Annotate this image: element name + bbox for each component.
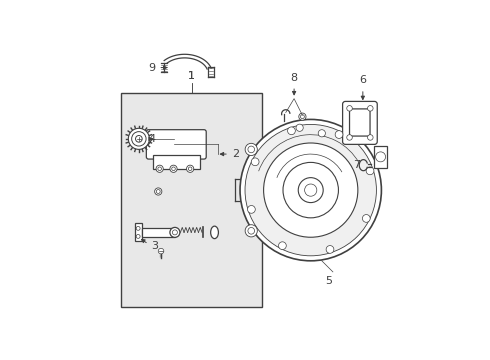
Circle shape (128, 128, 149, 149)
Circle shape (136, 226, 140, 230)
Circle shape (347, 135, 352, 140)
Circle shape (248, 146, 255, 153)
Circle shape (158, 248, 164, 254)
Circle shape (296, 124, 303, 131)
Bar (135, 223, 142, 242)
Ellipse shape (211, 226, 219, 239)
Circle shape (172, 167, 175, 171)
Text: 6: 6 (359, 75, 367, 85)
Circle shape (300, 115, 304, 118)
Circle shape (136, 234, 140, 238)
Text: 8: 8 (291, 73, 297, 82)
Circle shape (326, 246, 334, 253)
Bar (121, 93, 262, 307)
Circle shape (376, 152, 386, 162)
Circle shape (251, 158, 259, 166)
Circle shape (132, 132, 146, 146)
Bar (153, 156, 200, 169)
Circle shape (240, 120, 381, 261)
Circle shape (136, 135, 142, 142)
Circle shape (245, 225, 257, 237)
Circle shape (188, 167, 192, 171)
Circle shape (283, 162, 339, 218)
Circle shape (170, 165, 177, 172)
Circle shape (245, 125, 376, 256)
Text: 5: 5 (325, 276, 332, 286)
Text: 2: 2 (232, 149, 239, 159)
Bar (374, 146, 387, 168)
Circle shape (247, 206, 255, 213)
Circle shape (366, 167, 374, 175)
Text: 7: 7 (353, 160, 361, 170)
FancyBboxPatch shape (147, 130, 206, 159)
Text: 3: 3 (151, 240, 158, 251)
Text: 1: 1 (188, 71, 195, 81)
Circle shape (278, 242, 286, 249)
Circle shape (299, 113, 306, 120)
Circle shape (288, 127, 295, 135)
Text: 9: 9 (148, 63, 155, 73)
Circle shape (158, 167, 161, 171)
FancyBboxPatch shape (349, 109, 370, 136)
Circle shape (187, 165, 194, 172)
Bar (142, 228, 175, 237)
Circle shape (347, 105, 352, 111)
FancyBboxPatch shape (343, 102, 377, 144)
Circle shape (368, 105, 373, 111)
Circle shape (305, 184, 317, 196)
Circle shape (335, 131, 343, 139)
Circle shape (155, 188, 162, 195)
Circle shape (156, 190, 160, 193)
Circle shape (156, 165, 163, 172)
Circle shape (245, 143, 257, 156)
Circle shape (172, 230, 177, 235)
Circle shape (248, 228, 255, 234)
Circle shape (264, 143, 358, 237)
Circle shape (368, 135, 373, 140)
Circle shape (363, 215, 370, 222)
Circle shape (298, 177, 323, 203)
Circle shape (318, 130, 325, 137)
Circle shape (170, 228, 180, 237)
Text: 1: 1 (188, 71, 195, 81)
Text: 4: 4 (148, 134, 155, 144)
